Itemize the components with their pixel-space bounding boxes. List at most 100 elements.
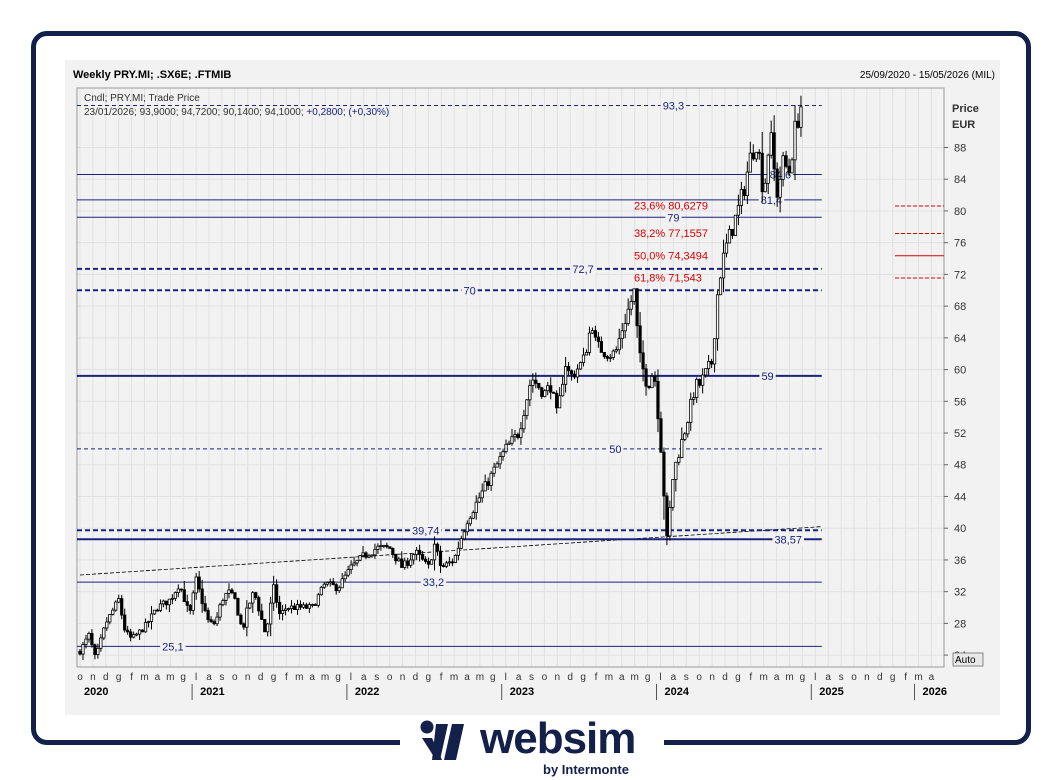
- candle-body: [507, 442, 511, 445]
- candle-body: [629, 301, 633, 310]
- candle-body: [546, 385, 550, 392]
- month-label: a: [671, 672, 677, 683]
- candle-body: [224, 592, 228, 601]
- candle-body: [540, 387, 544, 397]
- candle-body: [498, 456, 502, 465]
- candle-body: [406, 560, 410, 566]
- candle-body: [245, 607, 249, 628]
- candle-body: [531, 379, 535, 386]
- candle-body: [164, 600, 168, 606]
- y-tick-label: 60: [954, 365, 966, 377]
- candle-body: [715, 294, 720, 340]
- by-intermonte: by Intermonte: [543, 762, 629, 777]
- month-label: l: [505, 672, 507, 683]
- candle-body: [561, 383, 565, 397]
- candle-body: [656, 380, 660, 420]
- candle-body: [564, 366, 568, 385]
- candle-body: [316, 594, 320, 606]
- y-tick-label: 28: [954, 618, 966, 630]
- candle-body: [686, 422, 690, 435]
- candle-body: [695, 378, 699, 398]
- candle-body: [137, 629, 142, 635]
- candle-body: [528, 385, 532, 401]
- candle-body: [289, 605, 294, 609]
- year-label: 2022: [355, 686, 379, 698]
- candle-body: [158, 603, 163, 611]
- candle-body: [322, 583, 326, 588]
- candle-body: [468, 517, 472, 525]
- candle-body: [739, 189, 743, 206]
- candle-body: [653, 376, 657, 382]
- month-label: l: [195, 672, 197, 683]
- month-label: a: [361, 672, 367, 683]
- y-tick-label: 44: [954, 491, 966, 503]
- candle-body: [450, 561, 455, 564]
- y-tick-label: 88: [954, 142, 966, 154]
- candle-body: [272, 584, 276, 604]
- candle-body: [334, 584, 338, 592]
- candle-body: [93, 644, 97, 655]
- candle-body: [388, 546, 392, 549]
- candle-body: [593, 330, 598, 338]
- month-label: n: [864, 672, 870, 683]
- candle-body: [447, 561, 452, 564]
- auto-scale-label: Auto: [955, 655, 976, 666]
- candle-body: [581, 354, 586, 363]
- level-label: 25,1: [162, 641, 183, 653]
- candle-body: [513, 434, 517, 438]
- candle-body: [96, 647, 100, 655]
- month-label: l: [814, 672, 816, 683]
- candle-body: [575, 368, 580, 378]
- candle-body: [444, 562, 449, 567]
- candle-body: [680, 439, 684, 458]
- candle-body: [394, 553, 398, 562]
- candle-body: [155, 609, 160, 612]
- candle-body: [552, 391, 556, 394]
- candle-body: [328, 581, 332, 584]
- candle-body: [266, 623, 270, 633]
- candle-body: [799, 106, 803, 128]
- month-label: a: [464, 672, 470, 683]
- month-label: m: [321, 672, 329, 683]
- month-label: o: [232, 672, 238, 683]
- candle-body: [400, 558, 404, 568]
- y-tick-label: 72: [954, 269, 966, 281]
- y-axis: 2428323640444852566064687276808488: [944, 142, 966, 662]
- candle-body: [745, 171, 749, 197]
- month-label: n: [400, 672, 406, 683]
- candle-body: [382, 544, 386, 547]
- candle-body: [495, 463, 499, 468]
- candle-body: [701, 374, 705, 386]
- candle-body: [650, 376, 654, 389]
- candle-body: [364, 552, 368, 558]
- candle-body: [519, 428, 523, 438]
- candle-body: [456, 547, 460, 556]
- fib-label: 50,0% 74,3494: [634, 250, 708, 262]
- price-axis-label: Price: [952, 103, 979, 115]
- y-tick-label: 76: [954, 238, 966, 250]
- candle-body: [197, 576, 201, 590]
- candle-body: [674, 461, 678, 480]
- candle-body: [194, 576, 198, 594]
- candle-body: [748, 152, 752, 173]
- candle-body: [257, 597, 261, 612]
- candle-body: [733, 214, 738, 236]
- candle-body: [489, 472, 493, 486]
- candle-body: [385, 544, 389, 548]
- candle-body: [721, 252, 726, 279]
- month-label: g: [335, 672, 341, 683]
- candle-body: [143, 622, 148, 633]
- month-label: a: [929, 672, 935, 683]
- candle-body: [793, 120, 797, 161]
- candle-body: [429, 559, 434, 565]
- level-label: 50: [609, 444, 621, 456]
- candle-body: [736, 205, 741, 216]
- month-label: m: [450, 672, 458, 683]
- candle-body: [295, 604, 300, 611]
- candle-body: [423, 558, 428, 562]
- month-label: s: [219, 672, 224, 683]
- auto-scale-button[interactable]: Auto: [952, 652, 984, 667]
- candle-body: [200, 588, 204, 605]
- candle-body: [280, 610, 285, 614]
- level-label: 39,74: [412, 525, 440, 537]
